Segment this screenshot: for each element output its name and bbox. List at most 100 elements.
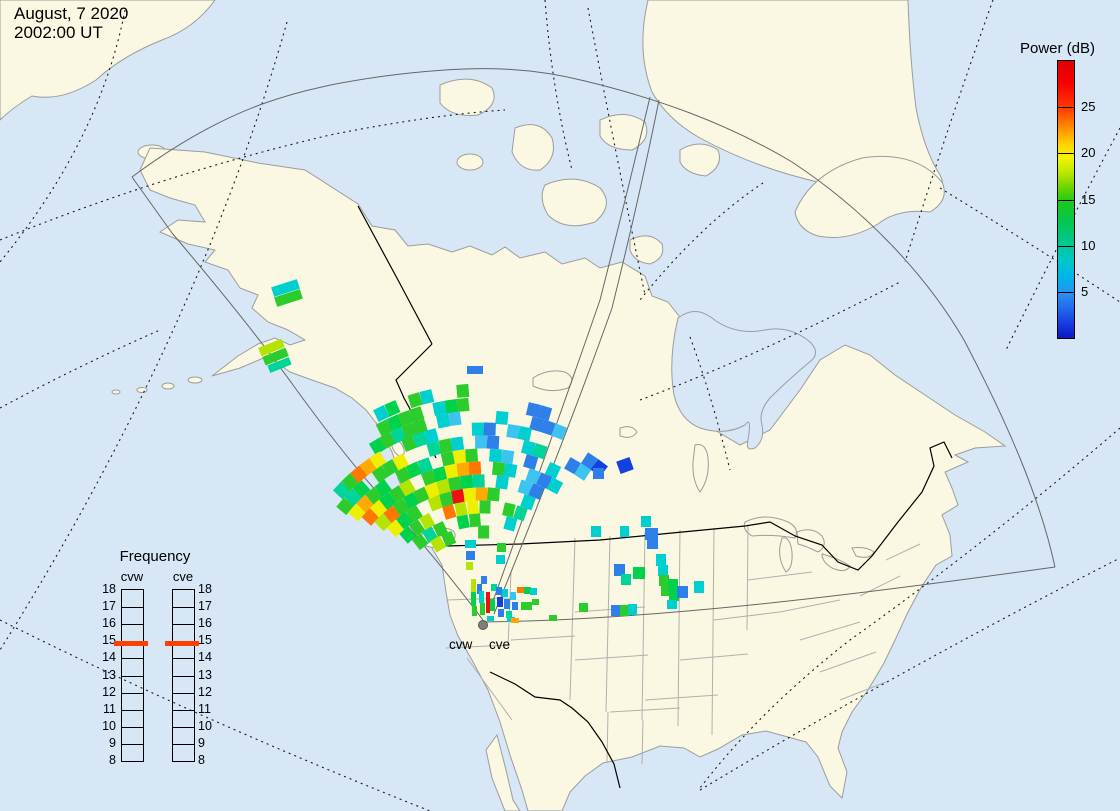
backscatter-cell: [540, 419, 556, 436]
backscatter-cell: [536, 472, 553, 490]
backscatter-cell: [529, 416, 545, 433]
lake-michigan: [779, 537, 793, 573]
backscatter-cell: [405, 505, 423, 523]
backscatter-cell: [502, 589, 508, 597]
hudson-bay: [671, 311, 816, 450]
gauge-tick-label: 9: [198, 735, 205, 750]
backscatter-cell: [669, 590, 679, 601]
radar-site-dot: [478, 620, 488, 630]
backscatter-cell: [480, 603, 485, 615]
gauge-tick-label: 12: [102, 684, 116, 699]
gauge-segment-line: [173, 743, 194, 745]
backscatter-cell: [574, 463, 592, 481]
backscatter-cell: [401, 435, 418, 453]
backscatter-cell: [463, 487, 477, 502]
map-label-cvw: cvw: [449, 637, 473, 652]
colorbar-tick-label: 15: [1081, 192, 1096, 207]
backscatter-cell: [513, 505, 528, 522]
backscatter-cell: [511, 618, 519, 623]
backscatter-cell: [491, 584, 497, 591]
gauge-segment-line: [122, 624, 143, 626]
colorbar-tick-line: [1058, 153, 1074, 154]
backscatter-cell: [467, 366, 483, 374]
backscatter-cell: [373, 405, 390, 422]
backscatter-cell: [659, 575, 669, 586]
backscatter-cell: [658, 565, 668, 576]
backscatter-cell: [549, 615, 557, 621]
backscatter-cell: [520, 439, 536, 456]
gauge-tick-label: 13: [198, 667, 212, 682]
backscatter-cell: [677, 586, 688, 598]
backscatter-cell: [412, 431, 428, 448]
backscatter-cell: [344, 488, 362, 507]
backscatter-cell: [441, 530, 457, 547]
backscatter-cell: [633, 567, 645, 579]
backscatter-cell: [442, 504, 457, 520]
backscatter-cell: [486, 592, 490, 613]
backscatter-cell: [332, 481, 351, 500]
backscatter-cell: [409, 406, 425, 423]
backscatter-cell: [447, 476, 463, 492]
backscatter-cell: [386, 519, 405, 538]
backscatter-cell: [620, 605, 629, 616]
backscatter-cell: [429, 535, 447, 553]
backscatter-cell: [361, 508, 380, 526]
gauge-tick-label: 10: [102, 718, 116, 733]
backscatter-cell: [497, 597, 503, 607]
backscatter-cell: [384, 400, 401, 417]
colorbar-tick-label: 10: [1081, 238, 1096, 253]
gauge-frequency-marker: [114, 641, 148, 647]
backscatter-cell: [478, 525, 490, 539]
gauge-segment-line: [173, 692, 194, 694]
backscatter-cell: [426, 440, 442, 457]
backscatter-cell: [579, 603, 588, 612]
backscatter-cell: [450, 436, 465, 452]
gauge-tick-label: 13: [102, 667, 116, 682]
backscatter-cell: [374, 479, 392, 497]
backscatter-cell: [456, 514, 470, 530]
backscatter-cell: [512, 602, 518, 610]
backscatter-cell: [402, 491, 420, 510]
backscatter-cell: [460, 474, 474, 490]
backscatter-cell: [483, 422, 496, 436]
backscatter-cell: [352, 480, 371, 498]
backscatter-cell: [466, 551, 475, 560]
backscatter-cell: [517, 587, 524, 593]
backscatter-cell: [405, 461, 423, 479]
backscatter-cell: [628, 604, 637, 615]
backscatter-cell: [456, 462, 470, 477]
backscatter-cell: [471, 579, 476, 592]
backscatter-cell: [621, 574, 631, 585]
gauge-tick-label: 11: [103, 701, 116, 716]
backscatter-cell: [645, 528, 658, 540]
backscatter-cell: [412, 418, 428, 435]
backscatter-cell: [616, 456, 634, 475]
backscatter-cell: [468, 461, 482, 476]
backscatter-cell: [486, 435, 500, 450]
gauge-tick-label: 14: [102, 650, 116, 665]
fov-range-arc: [131, 68, 1056, 568]
backscatter-cell: [438, 438, 453, 454]
backscatter-cell: [479, 500, 491, 514]
backscatter-cell: [356, 494, 374, 513]
backscatter-cell: [375, 419, 393, 437]
gauge-tick-label: 8: [109, 753, 116, 767]
gauge-segment-line: [173, 607, 194, 609]
gauge-segment-line: [173, 675, 194, 677]
backscatter-cell: [481, 576, 487, 584]
backscatter-cell: [369, 499, 388, 518]
gauge-segment-line: [122, 658, 143, 660]
backscatter-cell: [647, 539, 658, 549]
lake-athabasca: [619, 426, 638, 438]
colorbar-tick-line: [1058, 292, 1074, 293]
aleutian-island: [187, 376, 203, 384]
arctic-island: [629, 235, 664, 265]
backscatter-cell: [401, 422, 418, 439]
gauge-tick-label: 14: [198, 650, 212, 665]
gauge-segment-line: [173, 624, 194, 626]
backscatter-cell: [521, 602, 532, 610]
backscatter-cell: [450, 488, 466, 504]
backscatter-cell: [477, 584, 482, 594]
